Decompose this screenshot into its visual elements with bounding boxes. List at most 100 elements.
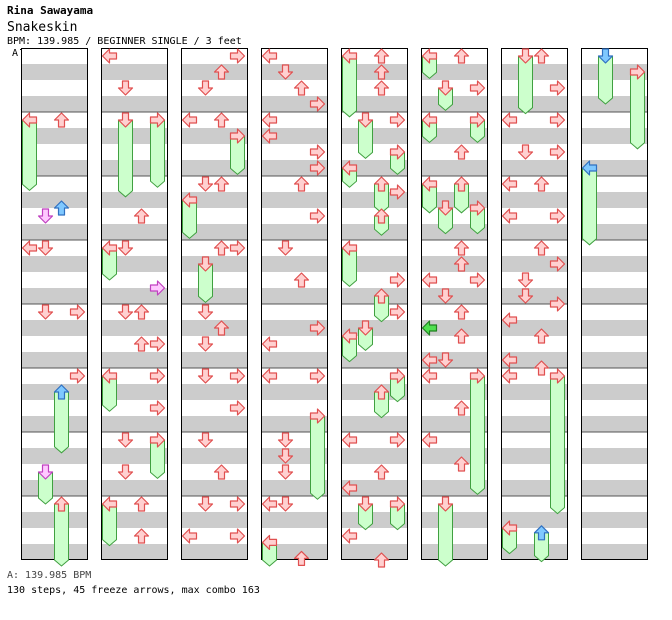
step-arrow-down-icon [277,240,294,256]
step-arrow-left-icon [421,272,438,288]
step-arrow-right-icon [149,336,166,352]
beat-stripe [181,192,248,208]
beat-stripe [261,256,328,272]
beat-stripe [501,320,568,336]
step-arrow-left-icon [181,192,198,208]
column-border [581,48,648,560]
beat-stripe [421,288,488,304]
step-arrow-up-icon [453,48,470,64]
step-arrow-left-icon [421,368,438,384]
beat-stripe [261,384,328,400]
beat-stripe [421,544,488,560]
step-arrow-down-icon [117,80,134,96]
freeze-arrow-body [22,119,37,192]
beat-stripe [261,96,328,112]
step-arrow-right-icon [309,368,326,384]
step-arrow-right-icon [469,80,486,96]
freeze-arrow-body [470,375,485,496]
step-arrow-down-icon [277,496,294,512]
beat-stripe [101,480,168,496]
step-arrow-right-icon [549,80,566,96]
song-title: Snakeskin [7,20,78,35]
beat-stripe [581,224,648,240]
freeze-arrow-body [310,415,325,500]
step-arrow-right-icon [549,144,566,160]
step-arrow-left-icon [181,112,198,128]
step-arrow-right-icon [389,432,406,448]
step-arrow-right-icon [149,112,166,128]
beat-stripe [421,320,488,336]
beat-stripe [501,192,568,208]
beat-stripe [341,96,408,112]
beat-stripe [421,64,488,80]
beat-stripe [261,288,328,304]
step-arrow-down-icon [37,464,54,480]
step-arrow-left-icon [101,496,118,512]
step-arrow-up-icon [373,80,390,96]
beat-stripe [501,160,568,176]
step-arrow-right-icon [309,144,326,160]
step-arrow-left-icon [501,112,518,128]
step-arrow-down-icon [197,176,214,192]
step-arrow-left-icon [421,432,438,448]
beat-stripe [341,448,408,464]
step-arrow-up-icon [293,176,310,192]
step-arrow-right-icon [469,200,486,216]
beat-stripe [101,288,168,304]
beat-stripe [21,64,88,80]
step-arrow-up-icon [373,64,390,80]
beat-stripe [101,256,168,272]
freeze-arrow-body [550,375,565,515]
step-arrow-right-icon [549,112,566,128]
beat-stripe [101,192,168,208]
step-arrow-left-icon [501,520,518,536]
step-arrow-up-icon [533,176,550,192]
step-arrow-down-icon [277,432,294,448]
step-arrow-left-icon [101,240,118,256]
step-arrow-right-icon [229,528,246,544]
step-arrow-down-icon [197,432,214,448]
freeze-arrow-body [54,391,69,454]
beat-stripe [341,544,408,560]
step-arrow-right-icon [149,400,166,416]
beat-stripe [501,352,568,368]
step-arrow-left-icon [341,48,358,64]
step-arrow-right-icon [469,368,486,384]
step-arrow-down-icon [117,304,134,320]
beat-stripe [501,224,568,240]
step-arrow-left-icon [421,176,438,192]
beat-stripe [581,512,648,528]
step-arrow-left-icon [581,160,598,176]
step-arrow-up-icon [373,384,390,400]
column-border [181,48,248,560]
step-arrow-left-icon [341,328,358,344]
beat-stripe [261,64,328,80]
step-arrow-up-icon [53,384,70,400]
step-arrow-up-icon [453,456,470,472]
step-arrow-down-icon [37,304,54,320]
step-arrow-left-icon [341,240,358,256]
beat-stripe [181,544,248,560]
step-arrow-right-icon [469,272,486,288]
step-arrow-right-icon [309,96,326,112]
beat-stripe [421,160,488,176]
beat-stripe [341,224,408,240]
step-arrow-down-icon [597,48,614,64]
step-arrow-down-icon [277,64,294,80]
beat-stripe [181,96,248,112]
beat-stripe [501,512,568,528]
beat-stripe [101,64,168,80]
step-arrow-left-icon [101,48,118,64]
beat-stripe [21,192,88,208]
step-arrow-left-icon [421,48,438,64]
step-arrow-left-icon [501,176,518,192]
step-arrow-up-icon [453,256,470,272]
step-arrow-up-icon [293,272,310,288]
step-arrow-right-icon [69,304,86,320]
artist-name: Rina Sawayama [7,4,94,17]
beat-stripe [341,416,408,432]
step-arrow-right-icon [389,112,406,128]
beat-stripe [501,256,568,272]
beat-stripe [261,352,328,368]
step-arrow-up-icon [213,176,230,192]
